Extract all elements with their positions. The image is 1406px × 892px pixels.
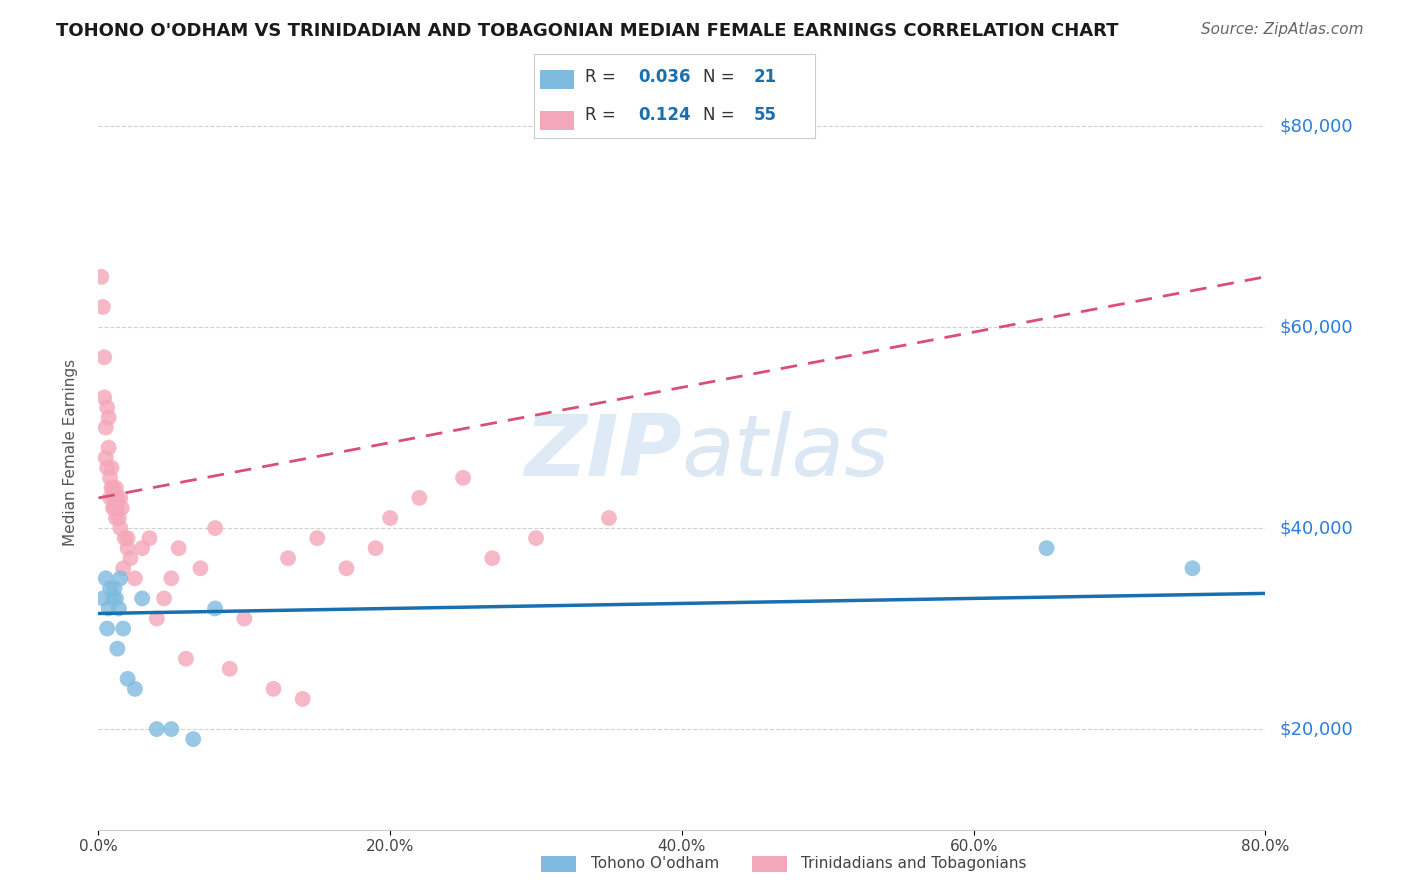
Point	[98, 471, 121, 485]
Point	[112, 561, 135, 575]
Point	[1181, 561, 1204, 575]
Point	[108, 601, 131, 615]
Point	[101, 481, 124, 495]
Point	[124, 571, 146, 585]
Point	[120, 551, 142, 566]
Point	[481, 551, 503, 566]
Text: 21: 21	[754, 69, 776, 87]
Point	[598, 511, 620, 525]
Text: $60,000: $60,000	[1279, 318, 1353, 336]
Point	[408, 491, 430, 505]
Point	[101, 591, 124, 606]
Text: $40,000: $40,000	[1279, 519, 1353, 537]
Point	[97, 601, 120, 615]
Text: Source: ZipAtlas.com: Source: ZipAtlas.com	[1201, 22, 1364, 37]
Point	[204, 601, 226, 615]
Point	[103, 491, 125, 505]
Point	[105, 491, 128, 505]
Point	[174, 651, 197, 665]
Point	[112, 622, 135, 636]
Point	[451, 471, 474, 485]
Text: $80,000: $80,000	[1279, 117, 1353, 135]
Point	[97, 441, 120, 455]
Point	[96, 460, 118, 475]
Point	[277, 551, 299, 566]
Point	[1035, 541, 1057, 556]
Point	[204, 521, 226, 535]
Point	[93, 391, 115, 405]
Point	[181, 732, 204, 747]
Point	[94, 420, 117, 434]
Point	[233, 611, 256, 625]
Bar	[540, 112, 574, 130]
Point	[100, 481, 122, 495]
Point	[105, 500, 128, 515]
Point	[103, 582, 125, 596]
Point	[146, 611, 169, 625]
Text: N =: N =	[703, 106, 740, 124]
Point	[117, 531, 139, 545]
Point	[117, 541, 139, 556]
Text: TOHONO O'ODHAM VS TRINIDADIAN AND TOBAGONIAN MEDIAN FEMALE EARNINGS CORRELATION : TOHONO O'ODHAM VS TRINIDADIAN AND TOBAGO…	[56, 22, 1119, 40]
Point	[91, 591, 114, 606]
Text: R =: R =	[585, 106, 621, 124]
Point	[117, 672, 139, 686]
Point	[104, 591, 127, 606]
Point	[263, 681, 285, 696]
Point	[94, 571, 117, 585]
Point	[167, 541, 190, 556]
Point	[98, 491, 121, 505]
Text: ZIP: ZIP	[524, 411, 682, 494]
Point	[101, 500, 124, 515]
Point	[108, 511, 131, 525]
Text: 0.036: 0.036	[638, 69, 690, 87]
Point	[94, 450, 117, 465]
Point	[160, 571, 183, 585]
Point	[190, 561, 212, 575]
Point	[146, 722, 169, 736]
Point	[111, 500, 134, 515]
Point	[124, 681, 146, 696]
Text: N =: N =	[703, 69, 740, 87]
Point	[103, 500, 125, 515]
Text: $20,000: $20,000	[1279, 720, 1353, 738]
Text: 55: 55	[754, 106, 776, 124]
Point	[110, 491, 132, 505]
Text: R =: R =	[585, 69, 621, 87]
Text: Tohono O'odham: Tohono O'odham	[591, 856, 718, 871]
Point	[131, 591, 153, 606]
Point	[98, 582, 121, 596]
Point	[291, 692, 314, 706]
Point	[104, 481, 127, 495]
Point	[110, 521, 132, 535]
Bar	[540, 70, 574, 89]
Point	[335, 561, 357, 575]
Y-axis label: Median Female Earnings: Median Female Earnings	[63, 359, 77, 546]
Point	[96, 401, 118, 415]
Point	[524, 531, 547, 545]
Point	[307, 531, 329, 545]
Point	[364, 541, 387, 556]
Point	[131, 541, 153, 556]
Point	[138, 531, 160, 545]
Point	[104, 511, 127, 525]
Point	[100, 460, 122, 475]
Text: 0.124: 0.124	[638, 106, 690, 124]
Point	[97, 410, 120, 425]
Point	[114, 531, 136, 545]
Point	[218, 662, 240, 676]
Point	[105, 641, 128, 656]
Point	[160, 722, 183, 736]
Text: Trinidadians and Tobagonians: Trinidadians and Tobagonians	[801, 856, 1026, 871]
Point	[96, 622, 118, 636]
Point	[90, 269, 112, 284]
Point	[380, 511, 402, 525]
Text: atlas: atlas	[682, 411, 890, 494]
Point	[91, 300, 114, 314]
Point	[93, 350, 115, 364]
Point	[153, 591, 176, 606]
Point	[110, 571, 132, 585]
